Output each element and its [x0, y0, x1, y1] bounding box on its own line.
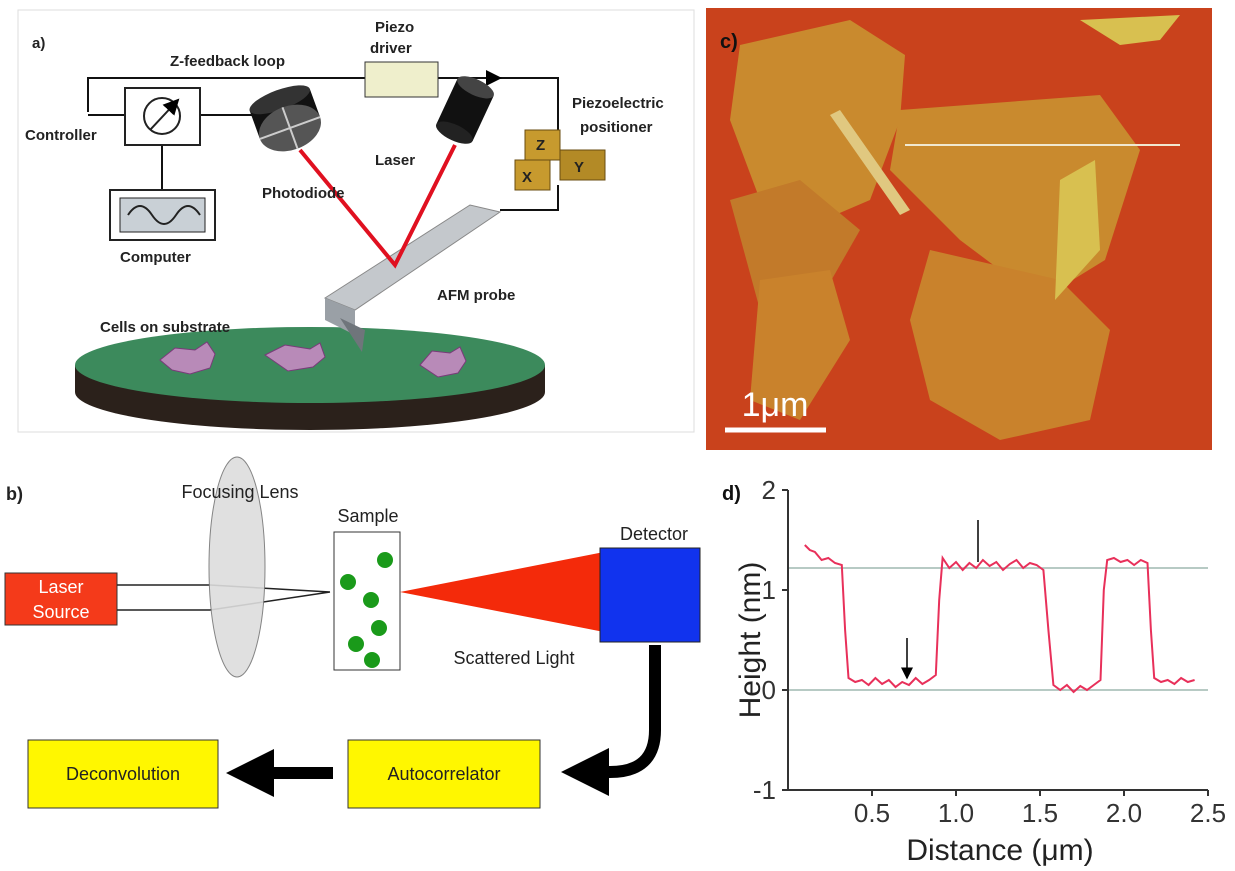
label: Laser [375, 152, 415, 169]
figure: a) Z-feedback loop Piezo driver Controll… [0, 0, 1235, 871]
panel-label: b) [6, 484, 23, 504]
label: Piezo [375, 19, 414, 36]
label: Z [536, 137, 545, 154]
shape [371, 620, 387, 636]
panel-a: a) Z-feedback loop Piezo driver Controll… [18, 10, 694, 432]
shape [340, 574, 356, 590]
panel-label: a) [32, 35, 45, 52]
panel-c: c) 1μm [706, 8, 1212, 450]
page: a) Z-feedback loop Piezo driver Controll… [0, 0, 1235, 871]
label: Y [574, 159, 584, 176]
panel-label: c) [720, 31, 738, 53]
label: Cells on substrate [100, 319, 230, 336]
label: Photodiode [262, 185, 345, 202]
label: positioner [580, 119, 653, 136]
panel-b: b) Focusing Lens Sample Detector Laser S… [5, 457, 700, 808]
shape [348, 636, 364, 652]
x-axis-title: Distance (μm) [906, 834, 1093, 867]
label: AFM probe [437, 287, 515, 304]
label: Controller [25, 127, 97, 144]
x-tick-label: 1.0 [938, 798, 974, 828]
label: Autocorrelator [387, 764, 500, 784]
label: X [522, 169, 532, 186]
shape [120, 198, 205, 232]
scale-bar-label: 1μm [742, 386, 809, 424]
y-tick-label: 2 [762, 475, 776, 505]
shape [515, 160, 550, 190]
label: Sample [337, 506, 398, 526]
substrate [75, 327, 545, 430]
x-tick-label: 2.0 [1106, 798, 1142, 828]
label: Detector [620, 524, 688, 544]
x-tick-label: 2.5 [1190, 798, 1226, 828]
piezo-driver-box [365, 62, 438, 97]
height-profile [805, 545, 1195, 692]
label: Source [32, 602, 89, 622]
label: Scattered Light [453, 648, 574, 668]
shape [400, 552, 604, 632]
y-tick-label: 0 [762, 675, 776, 705]
panel-label: d) [722, 483, 741, 505]
annotation-arrow [907, 520, 978, 678]
label: driver [370, 40, 412, 57]
label: Focusing Lens [181, 482, 298, 502]
y-tick-label: -1 [753, 775, 776, 805]
shape [585, 645, 655, 772]
shape [364, 652, 380, 668]
shape [363, 592, 379, 608]
shape [377, 552, 393, 568]
label: Piezoelectric [572, 95, 664, 112]
label: Laser [38, 577, 83, 597]
x-tick-label: 0.5 [854, 798, 890, 828]
label: Computer [120, 249, 191, 266]
label: Deconvolution [66, 764, 180, 784]
label: Z-feedback loop [170, 53, 285, 70]
shape [600, 548, 700, 642]
x-tick-label: 1.5 [1022, 798, 1058, 828]
y-tick-label: 1 [762, 575, 776, 605]
